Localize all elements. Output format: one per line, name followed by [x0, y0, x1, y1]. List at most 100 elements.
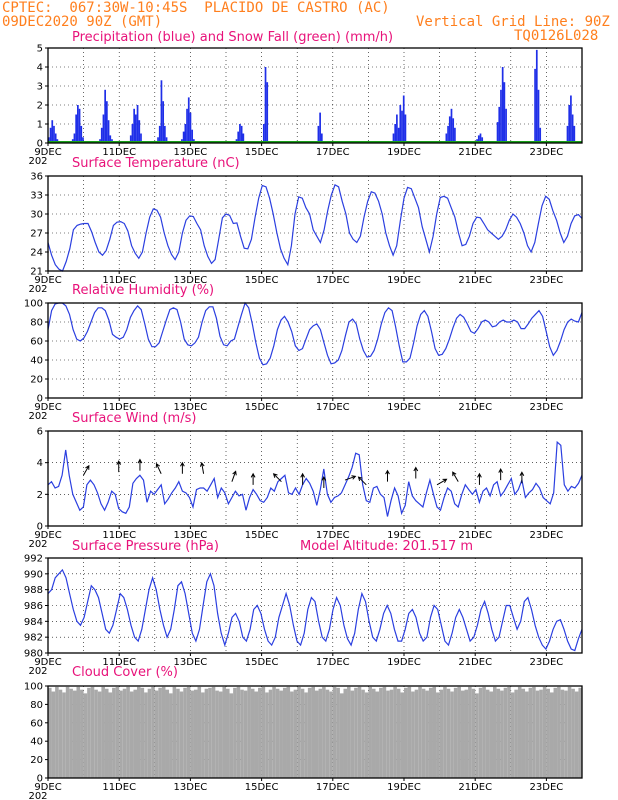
temp-xtick-label: 11DEC	[102, 275, 136, 286]
cloud-bar	[428, 687, 433, 778]
precip-bar	[158, 125, 161, 143]
cloud-bar	[343, 688, 348, 778]
precip-ytick-label: 3	[37, 82, 43, 93]
rh-xtick-label: 9DEC	[34, 402, 61, 413]
cloud-bar	[126, 686, 130, 778]
wind-direction-arrow	[385, 469, 390, 482]
precip-bar	[164, 125, 166, 143]
cloud-bar	[386, 690, 390, 778]
precip-bar	[262, 124, 265, 143]
cloud-bar	[297, 686, 301, 778]
cloud-bar	[129, 691, 134, 778]
cloud-bar	[322, 686, 326, 778]
cloud-bar	[272, 686, 276, 778]
cloud-bar	[453, 687, 458, 778]
precip-xtick-label: 21DEC	[458, 147, 492, 158]
precip-bar	[501, 67, 504, 143]
cloud-xtick-label: 17DEC	[316, 782, 350, 793]
precip-bar	[447, 125, 449, 143]
cloud-bar	[578, 687, 582, 778]
cloud-bar	[97, 691, 102, 778]
cloud-bar	[158, 687, 162, 778]
cloud-bar	[250, 688, 255, 778]
precip-ytick-label: 0	[37, 139, 43, 150]
cloud-bar	[439, 689, 444, 778]
cloud-bar	[443, 686, 447, 778]
precip-bar	[571, 114, 574, 143]
rh-ytick-label: 0	[37, 394, 43, 405]
cloud-bar	[165, 689, 170, 778]
cloud-frame	[47, 685, 583, 779]
wind-direction-arrow	[498, 468, 504, 481]
cloud-bar	[389, 689, 394, 778]
cloud-bar	[525, 691, 529, 778]
cloud-bar	[90, 686, 95, 778]
cloud-bar	[293, 689, 298, 778]
temp-ytick-label: 24	[30, 248, 43, 259]
cloud-bar	[48, 687, 52, 778]
cloud-bar	[172, 686, 177, 778]
precip-bar	[136, 105, 139, 143]
cloud-bar	[425, 690, 429, 778]
pres-year-label: 202	[28, 666, 47, 677]
cloud-bar	[261, 686, 266, 778]
cloud-bar	[318, 688, 323, 778]
cloud-bar	[503, 687, 508, 778]
temp-ytick-label: 33	[30, 191, 43, 202]
cloud-bar	[169, 693, 173, 778]
cloud-bar	[197, 686, 202, 778]
cloud-bar	[80, 689, 84, 778]
cloud-bar	[517, 686, 522, 778]
cloud-bar	[151, 686, 155, 778]
cloud-bar	[450, 691, 454, 778]
header: CPTEC: 067:30W-10:45S PLACIDO DE CASTRO …	[0, 0, 618, 48]
precip-bar	[566, 125, 569, 143]
cloud-bar	[55, 686, 59, 778]
cloud-bar	[571, 688, 575, 778]
temp-panel	[45, 175, 583, 274]
wind-frame	[47, 430, 583, 527]
wind-xtick-label: 17DEC	[316, 530, 350, 541]
cloud-bar	[243, 690, 248, 778]
precip-bar	[240, 125, 243, 143]
precip-bar	[242, 133, 245, 143]
precip-bar	[568, 105, 571, 143]
cloud-xtick-label: 9DEC	[34, 782, 61, 793]
temp-ytick-label: 36	[30, 172, 43, 183]
cloud-bar	[268, 689, 273, 778]
precip-bar	[570, 95, 572, 143]
precip-bar	[264, 67, 267, 143]
cloud-bar	[347, 686, 351, 778]
cloud-bar	[396, 688, 401, 778]
cloud-bar	[226, 688, 230, 778]
cloud-bar	[436, 692, 440, 778]
cloud-bar	[407, 686, 412, 778]
cloud-bar	[464, 689, 469, 778]
cloud-bar	[300, 688, 305, 778]
wind-xtick-label: 21DEC	[458, 530, 492, 541]
cloud-bar	[371, 688, 376, 778]
cloud-bar	[311, 686, 315, 778]
precip-ytick-label: 4	[37, 63, 43, 74]
cloud-bar	[137, 686, 141, 778]
precip-bar	[131, 124, 134, 143]
rh-xtick-label: 17DEC	[316, 402, 350, 413]
rh-xtick-label: 13DEC	[174, 402, 208, 413]
rh-panel	[45, 301, 583, 401]
wind-xtick-label: 9DEC	[34, 530, 61, 541]
precip-bar	[319, 112, 321, 143]
cloud-bar	[507, 686, 511, 778]
cloud-bar	[489, 691, 493, 778]
cloud-bar	[112, 687, 116, 778]
rh-year-label: 202	[28, 411, 47, 422]
cloud-bar	[382, 686, 387, 778]
wind-direction-arrow	[250, 472, 256, 485]
cloud-bar	[154, 690, 159, 778]
precip-xtick-label: 9DEC	[34, 147, 61, 158]
wind-title: Surface Wind (m/s)	[72, 411, 197, 426]
cloud-bar	[290, 691, 294, 778]
precip-bar	[445, 133, 448, 143]
precip-bar	[237, 131, 240, 143]
precip-bar	[505, 108, 507, 143]
cloud-bar	[567, 686, 572, 778]
